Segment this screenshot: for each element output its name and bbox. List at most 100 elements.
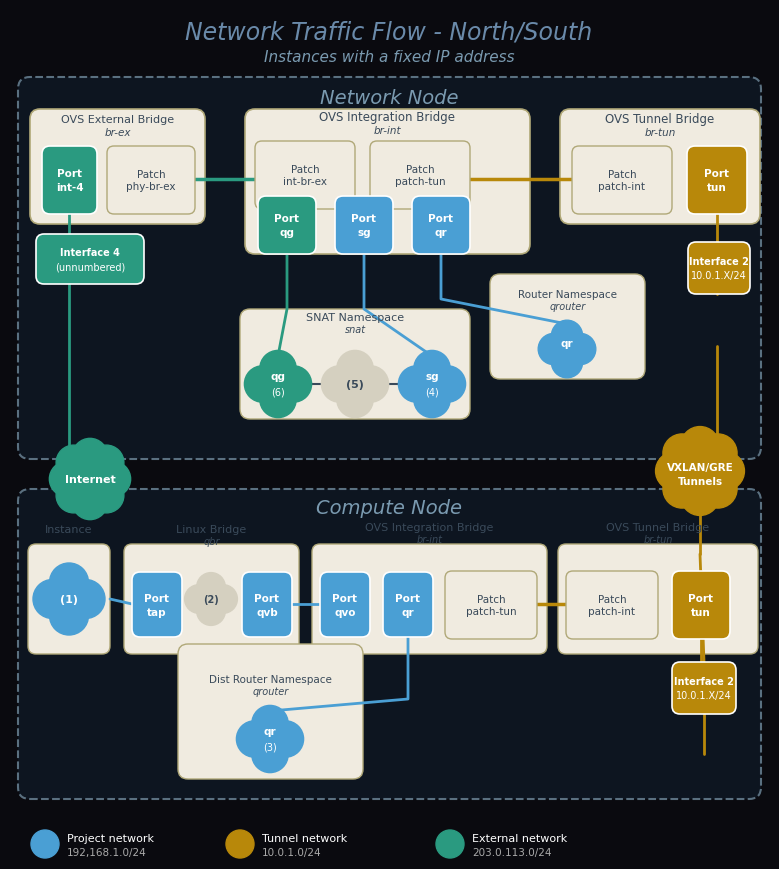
FancyBboxPatch shape bbox=[30, 109, 205, 225]
FancyBboxPatch shape bbox=[18, 489, 761, 799]
Circle shape bbox=[337, 351, 373, 388]
Circle shape bbox=[255, 724, 285, 754]
Circle shape bbox=[33, 580, 72, 619]
Text: Patch: Patch bbox=[136, 169, 165, 180]
Text: sg: sg bbox=[425, 372, 439, 381]
Text: (3): (3) bbox=[263, 742, 277, 753]
Text: Instance: Instance bbox=[45, 524, 93, 534]
Circle shape bbox=[236, 721, 273, 757]
Text: qr: qr bbox=[561, 339, 573, 348]
Circle shape bbox=[49, 461, 85, 497]
Text: patch-tun: patch-tun bbox=[466, 607, 516, 616]
Circle shape bbox=[31, 830, 59, 858]
Text: qg: qg bbox=[270, 372, 285, 381]
FancyBboxPatch shape bbox=[242, 573, 292, 637]
Text: int-4: int-4 bbox=[55, 182, 83, 193]
Text: Interface 2: Interface 2 bbox=[689, 256, 749, 267]
Circle shape bbox=[199, 587, 223, 612]
Circle shape bbox=[552, 321, 583, 352]
FancyBboxPatch shape bbox=[312, 544, 547, 654]
Circle shape bbox=[681, 427, 719, 466]
Text: patch-int: patch-int bbox=[598, 182, 646, 192]
Text: phy-br-ex: phy-br-ex bbox=[126, 182, 176, 192]
FancyBboxPatch shape bbox=[688, 242, 750, 295]
Circle shape bbox=[96, 461, 131, 497]
Circle shape bbox=[69, 459, 111, 501]
FancyBboxPatch shape bbox=[370, 142, 470, 209]
Circle shape bbox=[656, 452, 694, 491]
Text: Patch: Patch bbox=[291, 165, 319, 175]
FancyBboxPatch shape bbox=[258, 196, 316, 255]
Circle shape bbox=[340, 369, 370, 400]
Circle shape bbox=[185, 585, 213, 614]
Circle shape bbox=[552, 348, 583, 378]
Circle shape bbox=[209, 585, 238, 614]
Text: Port: Port bbox=[428, 214, 453, 223]
Circle shape bbox=[414, 351, 450, 388]
Circle shape bbox=[699, 470, 737, 508]
Text: qrouter: qrouter bbox=[252, 687, 289, 696]
FancyBboxPatch shape bbox=[566, 571, 658, 640]
Text: Router Namespace: Router Namespace bbox=[518, 289, 617, 300]
Text: qr: qr bbox=[263, 726, 277, 736]
Text: 10.0.1.0/24: 10.0.1.0/24 bbox=[262, 847, 322, 857]
Text: qg: qg bbox=[280, 228, 294, 238]
Circle shape bbox=[245, 367, 280, 402]
Text: (2): (2) bbox=[203, 594, 219, 604]
Text: OVS Tunnel Bridge: OVS Tunnel Bridge bbox=[605, 113, 714, 126]
FancyBboxPatch shape bbox=[490, 275, 645, 380]
Text: qrouter: qrouter bbox=[549, 302, 586, 312]
Circle shape bbox=[72, 439, 108, 474]
Circle shape bbox=[414, 381, 450, 418]
Text: Linux Bridge: Linux Bridge bbox=[176, 524, 247, 534]
Text: OVS Integration Bridge: OVS Integration Bridge bbox=[319, 111, 456, 124]
Text: tun: tun bbox=[691, 607, 711, 617]
Text: Port: Port bbox=[333, 593, 358, 603]
Text: Compute Node: Compute Node bbox=[316, 498, 462, 517]
Text: Port: Port bbox=[255, 593, 280, 603]
Text: Port: Port bbox=[396, 593, 421, 603]
Text: Patch: Patch bbox=[477, 594, 506, 604]
Circle shape bbox=[50, 563, 89, 602]
Text: Patch: Patch bbox=[597, 594, 626, 604]
FancyBboxPatch shape bbox=[18, 78, 761, 460]
FancyBboxPatch shape bbox=[672, 571, 730, 640]
Circle shape bbox=[56, 446, 91, 481]
Circle shape bbox=[267, 721, 304, 757]
Text: SNAT Namespace: SNAT Namespace bbox=[306, 313, 404, 322]
Text: OVS External Bridge: OVS External Bridge bbox=[61, 115, 174, 125]
Text: tap: tap bbox=[147, 607, 167, 617]
Text: Internet: Internet bbox=[65, 474, 115, 484]
Text: Instances with a fixed IP address: Instances with a fixed IP address bbox=[263, 50, 514, 65]
Text: patch-tun: patch-tun bbox=[395, 176, 446, 187]
Text: qr: qr bbox=[402, 607, 414, 617]
FancyBboxPatch shape bbox=[687, 147, 747, 215]
Text: 192,168.1.0/24: 192,168.1.0/24 bbox=[67, 847, 146, 857]
Circle shape bbox=[677, 448, 723, 494]
FancyBboxPatch shape bbox=[245, 109, 530, 255]
Text: snat: snat bbox=[344, 325, 365, 335]
Circle shape bbox=[197, 573, 225, 601]
Circle shape bbox=[352, 367, 389, 402]
Text: Port: Port bbox=[351, 214, 376, 223]
FancyBboxPatch shape bbox=[107, 147, 195, 215]
Circle shape bbox=[554, 336, 580, 362]
Text: Interface 2: Interface 2 bbox=[674, 676, 734, 687]
FancyBboxPatch shape bbox=[42, 147, 97, 215]
Text: Project network: Project network bbox=[67, 833, 154, 843]
FancyBboxPatch shape bbox=[383, 573, 433, 637]
FancyBboxPatch shape bbox=[240, 309, 470, 420]
Text: qvo: qvo bbox=[334, 607, 356, 617]
Circle shape bbox=[52, 583, 86, 616]
Text: qr: qr bbox=[435, 228, 447, 238]
Circle shape bbox=[260, 351, 296, 388]
Text: sg: sg bbox=[358, 228, 371, 238]
Circle shape bbox=[72, 485, 108, 520]
Text: Network Node: Network Node bbox=[319, 89, 458, 108]
Circle shape bbox=[417, 369, 447, 400]
FancyBboxPatch shape bbox=[132, 573, 182, 637]
Text: Interface 4: Interface 4 bbox=[60, 248, 120, 258]
Text: (unnumbered): (unnumbered) bbox=[55, 262, 125, 272]
Text: Port: Port bbox=[704, 169, 729, 179]
Text: Port: Port bbox=[689, 594, 714, 603]
